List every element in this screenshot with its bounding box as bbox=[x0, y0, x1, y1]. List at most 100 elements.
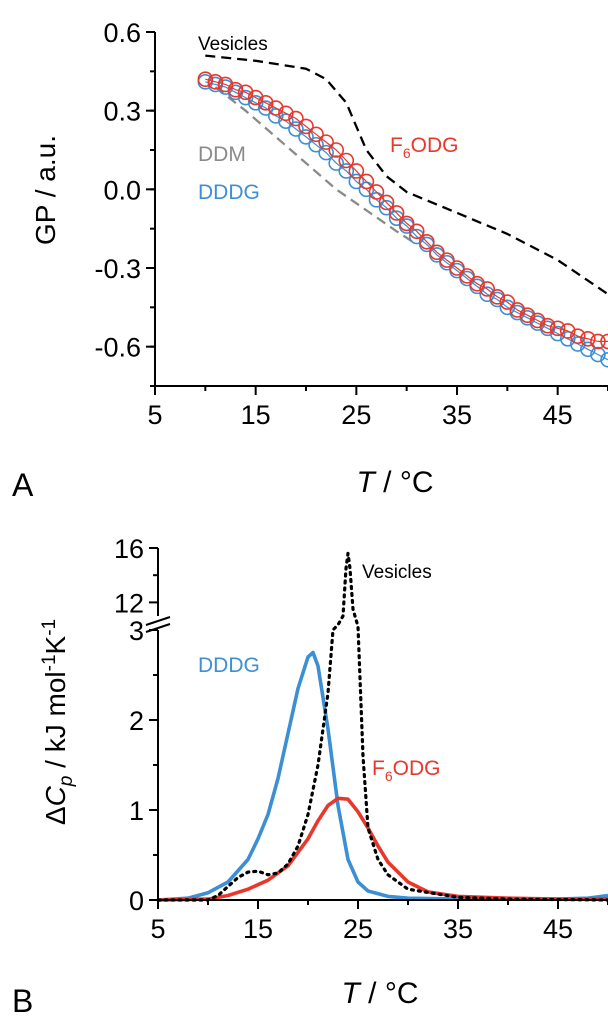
data-point-f6odg bbox=[197, 71, 214, 87]
data-point-f6odg bbox=[308, 126, 324, 143]
panel-a-axes: 5 15 25 35 45 0.6 0.3 0.0 -0.3 -0.6 bbox=[94, 18, 608, 430]
y-tick-label: 2 bbox=[129, 706, 144, 736]
x-tick-label: 5 bbox=[150, 914, 165, 944]
y-tick-label: 16 bbox=[114, 534, 144, 564]
data-point-dddg bbox=[257, 100, 274, 116]
x-tick-label: 45 bbox=[543, 914, 573, 944]
annotation-vesicles: Vesicles bbox=[362, 562, 432, 583]
panel-b-x-axis-label: T / °C bbox=[342, 977, 419, 1010]
panel-a: 5 15 25 35 450.60.30.0-0.3-0.6 Vesicles DDM … bbox=[12, 18, 608, 503]
data-point-f6odg bbox=[278, 105, 294, 122]
data-point-f6odg bbox=[288, 110, 304, 127]
data-point-dddg bbox=[338, 163, 355, 179]
axis-break-mark bbox=[145, 616, 171, 626]
data-point-dddg bbox=[348, 173, 365, 190]
data-point-dddg bbox=[600, 351, 608, 368]
data-point-f6odg bbox=[600, 333, 608, 350]
panel-label-b: B bbox=[12, 983, 33, 1016]
data-point-f6odg bbox=[318, 134, 334, 150]
data-point-f6odg bbox=[348, 163, 365, 179]
annotation-f6odg: F6ODG bbox=[390, 134, 458, 161]
y-tick-label: 0 bbox=[129, 886, 144, 916]
data-point-f6odg bbox=[439, 252, 455, 268]
y-tick-label: 0.3 bbox=[103, 97, 141, 127]
panel-b-y-axis-label: ΔCp / kJ mol-1K-1 bbox=[39, 619, 77, 825]
data-point-f6odg bbox=[529, 312, 546, 329]
series-line-vesicles bbox=[205, 54, 608, 296]
x-tick-label: 15 bbox=[243, 914, 273, 944]
series-line-vesicles bbox=[156, 551, 608, 902]
data-point-f6odg bbox=[237, 84, 254, 101]
data-point-dddg bbox=[580, 341, 596, 358]
data-point-dddg bbox=[549, 325, 566, 342]
data-point-dddg bbox=[590, 346, 606, 363]
data-point-f6odg bbox=[479, 281, 496, 297]
data-point-f6odg bbox=[388, 205, 405, 221]
panel-b-plot-area bbox=[156, 551, 608, 902]
data-point-dddg bbox=[278, 113, 294, 129]
series-line-ddm bbox=[214, 86, 418, 246]
data-point-dddg bbox=[267, 108, 284, 124]
data-point-f6odg bbox=[449, 260, 465, 276]
data-point-f6odg bbox=[580, 330, 596, 347]
x-tick-label: 5 bbox=[147, 400, 162, 430]
data-point-f6odg bbox=[217, 76, 234, 93]
data-point-f6odg bbox=[328, 142, 345, 158]
y-tick-label: -0.6 bbox=[94, 333, 141, 363]
data-point-f6odg bbox=[227, 81, 244, 98]
data-point-f6odg bbox=[338, 152, 355, 169]
annotation-vesicles: Vesicles bbox=[198, 34, 268, 55]
data-point-f6odg bbox=[559, 323, 576, 339]
data-point-dddg bbox=[569, 336, 586, 352]
data-point-f6odg bbox=[418, 233, 435, 250]
data-point-f6odg bbox=[569, 328, 586, 344]
x-tick-label: 45 bbox=[543, 400, 573, 430]
panel-label-a: A bbox=[12, 467, 34, 503]
annotation-dddg: DDDG bbox=[198, 181, 260, 204]
data-point-f6odg bbox=[429, 244, 445, 261]
data-point-f6odg bbox=[408, 223, 425, 240]
data-point-f6odg bbox=[489, 289, 506, 305]
data-point-dddg bbox=[408, 228, 425, 245]
x-tick-label: 15 bbox=[241, 400, 271, 430]
y-tick-label: 0.6 bbox=[103, 18, 141, 48]
annotation-dddg: DDDG bbox=[198, 654, 260, 677]
x-tick-label: 35 bbox=[443, 914, 473, 944]
data-point-f6odg bbox=[519, 307, 536, 324]
data-point-f6odg bbox=[267, 100, 284, 116]
panel-a-x-axis-label: T / °C bbox=[357, 466, 434, 499]
data-point-dddg bbox=[328, 155, 345, 171]
data-point-f6odg bbox=[509, 302, 526, 318]
y-tick-label: -0.3 bbox=[94, 254, 141, 284]
data-point-f6odg bbox=[368, 184, 385, 200]
x-tick-label: 25 bbox=[343, 914, 373, 944]
data-point-f6odg bbox=[539, 317, 556, 334]
y-tick-label: 3 bbox=[129, 616, 144, 646]
data-point-dddg bbox=[318, 144, 334, 161]
data-point-dddg bbox=[559, 330, 576, 347]
data-point-f6odg bbox=[207, 74, 224, 90]
data-point-dddg bbox=[388, 210, 405, 226]
data-point-dddg bbox=[308, 136, 324, 153]
data-point-f6odg bbox=[459, 268, 475, 284]
x-tick-label: 25 bbox=[341, 400, 371, 430]
data-point-f6odg bbox=[499, 294, 516, 310]
data-point-dddg bbox=[247, 95, 264, 111]
data-point-f6odg bbox=[549, 320, 566, 337]
data-point-f6odg bbox=[298, 118, 314, 135]
data-point-dddg bbox=[298, 129, 314, 145]
data-point-f6odg bbox=[257, 95, 274, 111]
data-point-dddg bbox=[288, 121, 304, 137]
y-tick-label: 12 bbox=[114, 588, 144, 618]
data-point-f6odg bbox=[469, 275, 485, 292]
data-point-f6odg bbox=[398, 215, 415, 232]
data-point-dddg bbox=[378, 199, 395, 216]
x-tick-label: 35 bbox=[442, 400, 472, 430]
data-point-f6odg bbox=[358, 173, 375, 190]
panel-a-plot-area bbox=[197, 54, 608, 368]
data-point-f6odg bbox=[590, 333, 606, 350]
series-line-f6odg bbox=[205, 78, 608, 342]
